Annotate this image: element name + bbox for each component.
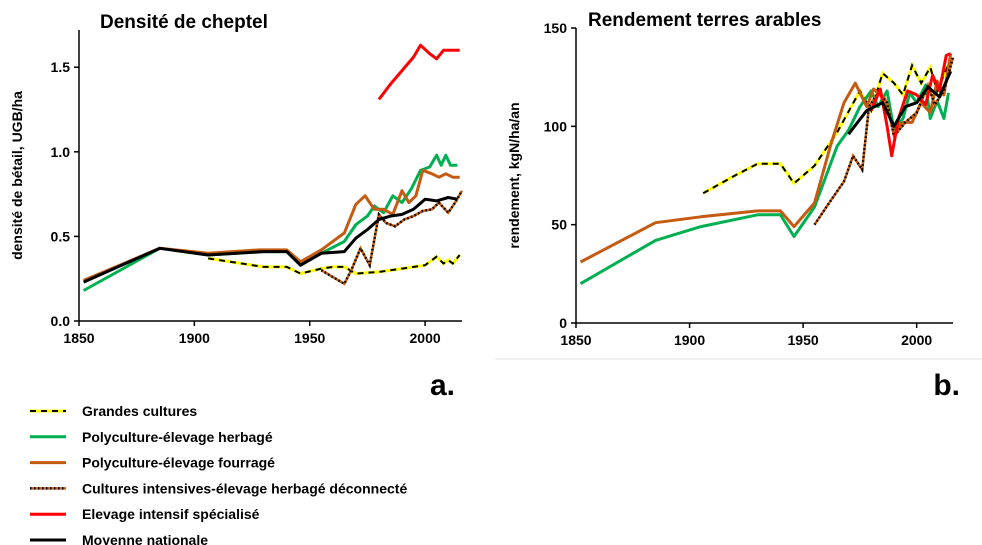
series-line <box>83 168 460 282</box>
x-tick-label: 1900 <box>674 332 705 348</box>
legend-label: Cultures intensives-élevage herbagé déco… <box>82 480 407 496</box>
x-tick-label: 1950 <box>294 330 325 346</box>
legend-label: Moyenne nationale <box>82 532 208 545</box>
x-tick-label: 2000 <box>901 332 932 348</box>
series-line <box>579 83 950 285</box>
panel-label: a. <box>430 369 455 402</box>
chart-title: Rendement terres arables <box>588 10 821 31</box>
panel-label: b. <box>933 369 960 402</box>
y-tick-label: 0 <box>559 315 567 331</box>
series-line <box>847 70 953 136</box>
y-tick-label: 1.0 <box>51 144 71 160</box>
y-axis-label: rendement, kgN/ha/an <box>506 102 522 248</box>
y-tick-label: 100 <box>544 118 568 134</box>
legend-label: Polyculture-élevage fourragé <box>82 455 275 471</box>
x-tick-label: 1900 <box>179 330 210 346</box>
y-tick-label: 50 <box>551 217 567 233</box>
legend-label: Grandes cultures <box>82 403 197 419</box>
series-line-dot <box>813 57 955 226</box>
x-tick-label: 1850 <box>63 330 94 346</box>
legend-label: Elevage intensif spécialisé <box>82 506 260 522</box>
series-line <box>207 254 461 276</box>
chart-title: Densité de cheptel <box>100 12 268 33</box>
y-tick-label: 1.5 <box>51 59 71 75</box>
y-tick-label: 150 <box>544 20 568 36</box>
y-axis-label: densité de bétail, UGB/ha <box>9 91 25 260</box>
legend-label: Polyculture-élevage herbagé <box>82 429 273 445</box>
x-tick-label: 2000 <box>410 330 441 346</box>
series-line <box>82 196 458 284</box>
series-line <box>579 53 953 264</box>
series-line <box>869 52 952 158</box>
series-line-dot <box>320 190 464 286</box>
series-line <box>377 43 460 101</box>
x-tick-label: 1950 <box>788 332 819 348</box>
y-tick-label: 0.0 <box>51 313 71 329</box>
x-tick-label: 1850 <box>560 332 591 348</box>
y-tick-label: 0.5 <box>51 228 71 244</box>
